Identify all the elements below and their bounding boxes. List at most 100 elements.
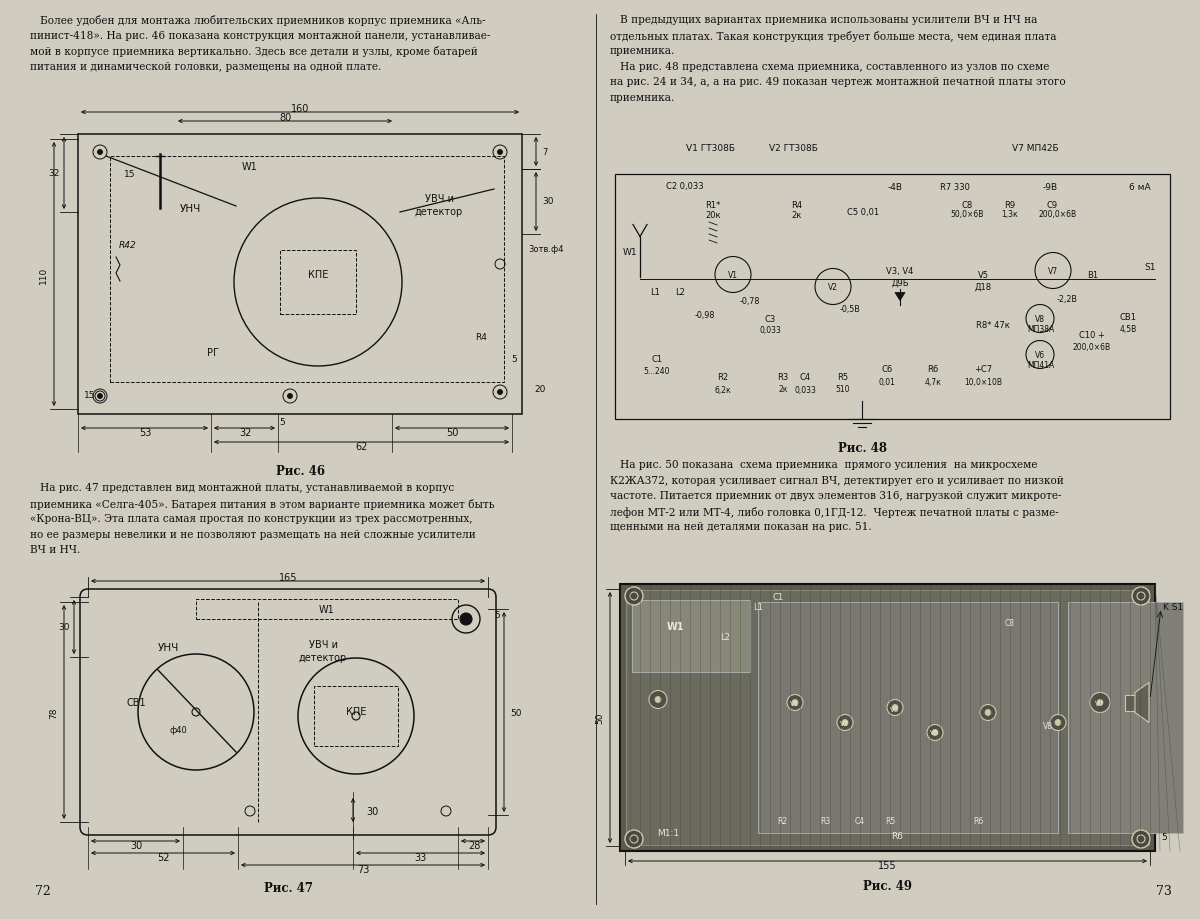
Text: 80: 80	[278, 113, 292, 123]
Text: 510: 510	[835, 385, 851, 394]
Text: 28: 28	[468, 840, 480, 850]
Text: C8: C8	[961, 200, 973, 210]
Text: 15: 15	[84, 390, 96, 399]
Text: L2: L2	[720, 632, 730, 641]
Text: 4,5В: 4,5В	[1120, 324, 1136, 334]
Text: R4: R4	[792, 200, 803, 210]
Text: R4: R4	[475, 332, 487, 341]
Text: V5: V5	[930, 730, 940, 736]
Text: На рис. 48 представлена схема приемника, составленного из узлов по схеме: На рис. 48 представлена схема приемника,…	[610, 62, 1049, 72]
Text: R6: R6	[973, 817, 983, 825]
Text: 30: 30	[366, 806, 378, 816]
Text: V3, V4: V3, V4	[887, 267, 913, 276]
Text: C1: C1	[652, 355, 662, 364]
Text: 110: 110	[40, 267, 48, 283]
Text: 5...240: 5...240	[643, 367, 671, 376]
Text: V1: V1	[791, 700, 799, 707]
Text: -0,78: -0,78	[740, 297, 760, 306]
Text: На рис. 47 представлен вид монтажной платы, устанавливаемой в корпус: На рис. 47 представлен вид монтажной пла…	[30, 482, 455, 493]
Text: 4,7к: 4,7к	[924, 377, 942, 386]
Circle shape	[655, 697, 661, 703]
Text: Более удобен для монтажа любительских приемников корпус приемника «Аль-: Более удобен для монтажа любительских пр…	[30, 15, 486, 26]
Circle shape	[838, 715, 853, 731]
Text: 5: 5	[280, 417, 284, 426]
Bar	[1068, 602, 1183, 834]
Text: W1: W1	[623, 248, 637, 256]
Text: 73: 73	[356, 864, 370, 874]
Text: -0,98: -0,98	[695, 311, 715, 320]
Text: 15: 15	[125, 170, 136, 179]
Circle shape	[1097, 699, 1103, 706]
Text: Рис. 47: Рис. 47	[264, 881, 312, 894]
Text: частоте. Питается приемник от двух элементов 316, нагрузкой служит микроте-: частоте. Питается приемник от двух элеме…	[610, 491, 1062, 501]
Text: отдельных платах. Такая конструкция требует больше места, чем единая плата: отдельных платах. Такая конструкция треб…	[610, 30, 1056, 41]
Text: 53: 53	[139, 427, 151, 437]
Text: 10,0×10В: 10,0×10В	[964, 377, 1002, 386]
Bar	[196, 599, 458, 619]
Text: детектор: детектор	[415, 207, 463, 217]
Text: УНЧ: УНЧ	[179, 204, 200, 214]
Text: C9: C9	[1046, 200, 1057, 210]
Text: 50: 50	[595, 712, 604, 723]
Text: 0,01: 0,01	[878, 377, 895, 386]
Text: +C7: +C7	[974, 365, 992, 374]
Text: МП41А: МП41А	[1027, 360, 1055, 369]
Text: 20к: 20к	[706, 210, 721, 220]
Text: 30: 30	[59, 623, 70, 632]
Text: V7 МП42Б: V7 МП42Б	[1012, 144, 1058, 153]
Text: C1: C1	[773, 592, 784, 601]
Text: 32: 32	[239, 427, 251, 437]
Text: 5: 5	[511, 355, 517, 364]
Text: B1: B1	[1087, 271, 1098, 279]
Circle shape	[980, 705, 996, 720]
Bar	[78, 135, 522, 414]
Text: C8: C8	[1004, 618, 1015, 627]
Text: M1:1: M1:1	[656, 829, 679, 837]
Text: 6 мА: 6 мА	[1129, 182, 1151, 191]
Text: R5: R5	[838, 373, 848, 382]
Text: 6,2к: 6,2к	[715, 385, 731, 394]
Text: К2ЖА372, которая усиливает сигнал ВЧ, детектирует его и усиливает по низкой: К2ЖА372, которая усиливает сигнал ВЧ, де…	[610, 475, 1063, 485]
Text: R2: R2	[718, 373, 728, 382]
Text: 52: 52	[157, 852, 169, 862]
Text: R5: R5	[884, 817, 895, 825]
Text: C2 0,033: C2 0,033	[666, 182, 704, 191]
Text: V1: V1	[728, 271, 738, 279]
Text: 1,3к: 1,3к	[1002, 210, 1019, 220]
Text: На рис. 50 показана  схема приемника  прямого усиления  на микросхеме: На рис. 50 показана схема приемника прям…	[610, 460, 1038, 470]
Text: 7: 7	[542, 147, 547, 156]
Text: 20: 20	[534, 385, 546, 394]
Text: 160: 160	[290, 104, 310, 114]
Text: V6: V6	[1034, 351, 1045, 359]
Text: МП38А: МП38А	[1027, 324, 1055, 334]
Text: C10 +: C10 +	[1079, 331, 1105, 340]
Text: V7: V7	[1048, 267, 1058, 276]
Text: 50: 50	[510, 708, 522, 717]
Text: 62: 62	[355, 441, 367, 451]
Circle shape	[625, 587, 643, 606]
Text: 0,033: 0,033	[760, 325, 781, 335]
Circle shape	[97, 151, 102, 155]
Text: 155: 155	[878, 860, 896, 870]
Text: 2к: 2к	[779, 385, 787, 394]
Text: пинист-418». На рис. 46 показана конструкция монтажной панели, устанавливае-: пинист-418». На рис. 46 показана констру…	[30, 30, 491, 40]
Bar	[626, 590, 1148, 845]
Circle shape	[787, 695, 803, 710]
Text: -4В: -4В	[888, 182, 902, 191]
Text: лефон МТ-2 или МТ-4, либо головка 0,1ГД-12.  Чертеж печатной платы с разме-: лефон МТ-2 или МТ-4, либо головка 0,1ГД-…	[610, 506, 1058, 516]
Bar	[632, 600, 750, 673]
Text: но ее размеры невелики и не позволяют размещать на ней сложные усилители: но ее размеры невелики и не позволяют ра…	[30, 529, 475, 539]
Text: -9В: -9В	[1043, 182, 1057, 191]
Bar	[620, 584, 1154, 851]
Text: -2,2В: -2,2В	[1056, 295, 1078, 303]
Text: Д9Б: Д9Б	[892, 278, 908, 288]
Text: L1: L1	[650, 288, 660, 297]
Text: C3: C3	[764, 314, 775, 323]
Circle shape	[985, 709, 991, 716]
Text: Рис. 48: Рис. 48	[838, 441, 887, 455]
Text: 30: 30	[130, 840, 142, 850]
Text: 73: 73	[1156, 884, 1172, 897]
Text: 78: 78	[49, 707, 58, 718]
Text: В предыдущих вариантах приемника использованы усилители ВЧ и НЧ на: В предыдущих вариантах приемника использ…	[610, 15, 1037, 25]
Text: 30: 30	[542, 198, 553, 206]
